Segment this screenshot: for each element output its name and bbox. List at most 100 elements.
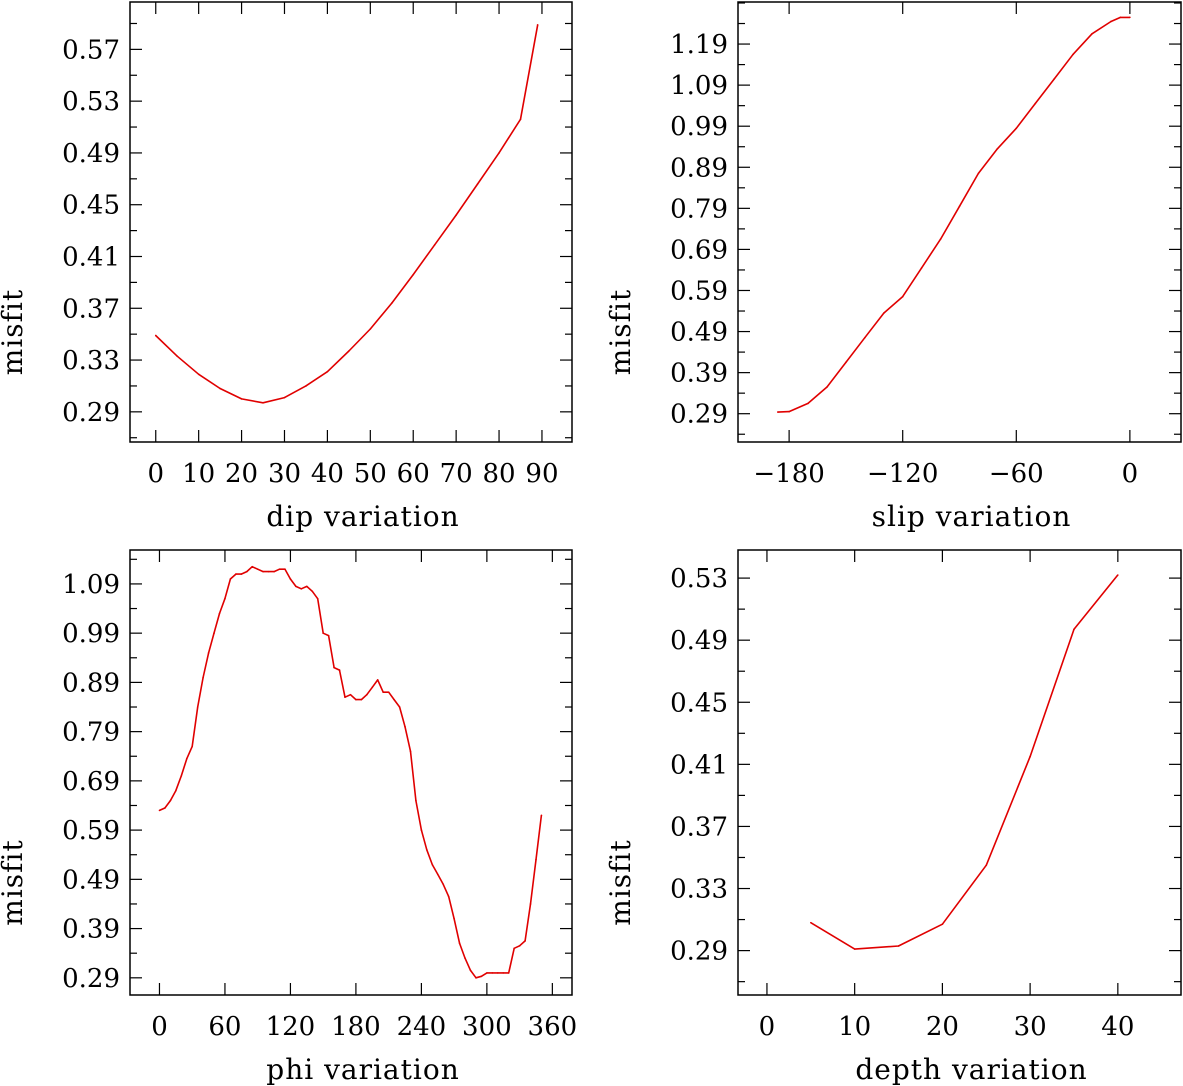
phi-data-point (393, 698, 395, 701)
phi-data-point (267, 570, 270, 573)
dip-x-tick-label: 60 (397, 459, 430, 489)
slip-x-axis-title: slip variation (872, 500, 1072, 533)
phi-data-point (289, 578, 292, 580)
slip-data-point (1034, 102, 1037, 105)
slip-data-point (864, 336, 866, 339)
phi-data-point (436, 873, 439, 876)
slip-plot-frame (737, 1, 1182, 443)
phi-data-point (295, 585, 297, 588)
slip-y-tick-label: 1.09 (670, 71, 728, 101)
phi-data-point (387, 691, 390, 694)
dip-data-point (240, 398, 243, 400)
phi-data-point (180, 775, 183, 777)
phi-data-point (475, 977, 477, 979)
phi-y-tick-label: 0.79 (62, 718, 120, 748)
depth-data-point (1073, 628, 1075, 631)
phi-data-point (344, 696, 346, 698)
phi-data-point (529, 903, 532, 905)
phi-data-point (196, 706, 199, 708)
depth-data-point (810, 921, 812, 924)
depth-y-axis-title: misfit (604, 839, 637, 925)
phi-data-point (518, 945, 521, 947)
phi-data-point (300, 588, 303, 590)
slip-data-point (776, 411, 779, 413)
phi-y-tick-label: 0.49 (62, 865, 120, 895)
phi-data-point (442, 883, 445, 886)
dip-data-point (369, 328, 372, 330)
depth-y-tick-label: 0.45 (670, 688, 728, 718)
slip-x-tick-label: 0 (1122, 459, 1139, 489)
phi-data-point (245, 570, 248, 573)
phi-data-point (240, 573, 243, 575)
dip-y-tick-label: 0.49 (62, 139, 120, 169)
slip-data-point (788, 410, 790, 413)
phi-data-point (322, 632, 324, 634)
phi-data-point (382, 691, 384, 694)
dip-y-axis-title: misfit (0, 289, 29, 375)
phi-data-point (360, 698, 363, 701)
depth-y-tick-label: 0.33 (670, 875, 728, 905)
phi-data-point (262, 570, 264, 573)
phi-x-tick-label: 60 (208, 1012, 241, 1042)
dip-x-tick-label: 40 (311, 459, 344, 489)
dip-y-tick-label: 0.29 (62, 398, 120, 428)
slip-data-point (901, 295, 904, 298)
phi-data-point (327, 634, 330, 637)
slip-x-tick-label: −180 (753, 459, 824, 489)
phi-data-point (464, 957, 466, 959)
phi-x-tick-label: 120 (266, 1012, 316, 1042)
phi-plot-frame (129, 549, 573, 996)
depth-y-tick-label: 0.49 (670, 626, 728, 656)
slip-data-point (977, 172, 980, 175)
slip-y-tick-label: 0.39 (670, 359, 728, 389)
phi-y-tick-label: 0.69 (62, 767, 120, 797)
phi-y-tick-label: 0.89 (62, 668, 120, 698)
dip-data-point (154, 334, 157, 337)
depth-data-point (1117, 574, 1119, 576)
dip-y-tick-label: 0.41 (62, 242, 120, 272)
phi-data-point (169, 799, 172, 802)
dip-x-tick-label: 50 (354, 459, 387, 489)
phi-x-tick-label: 300 (462, 1012, 512, 1042)
dip-plot-frame (129, 1, 573, 443)
dip-data-point (197, 373, 200, 376)
panel-slip: −180 −120 −60 0 0.29 0.39 0.49 0.59 0.69 0.79 0.89… (604, 1, 1182, 533)
phi-data-point (469, 969, 472, 972)
phi-data-point (202, 676, 204, 679)
phi-data-point (191, 745, 194, 748)
dip-data-point (390, 302, 393, 304)
slip-y-tick-label: 0.69 (670, 235, 728, 265)
phi-data-point (311, 590, 314, 593)
depth-y-tick-label: 0.53 (670, 564, 728, 594)
phi-misfit-line (159, 565, 543, 979)
slip-y-tick-label: 0.79 (670, 194, 728, 224)
slip-data-point (882, 312, 885, 314)
dip-y-tick-label: 0.53 (62, 87, 120, 117)
phi-data-point (535, 858, 537, 861)
phi-data-point (229, 578, 232, 580)
phi-data-point (366, 693, 368, 696)
slip-data-point (1072, 53, 1074, 56)
phi-data-point (207, 652, 210, 654)
slip-misfit-line (777, 16, 1130, 413)
phi-y-tick-label: 0.39 (62, 915, 120, 945)
depth-x-tick-label: 30 (1014, 1012, 1047, 1042)
slip-data-point (845, 361, 847, 364)
dip-data-point (262, 401, 264, 404)
dip-data-point (219, 387, 221, 390)
depth-data-point (941, 923, 944, 926)
phi-data-point (218, 612, 221, 615)
phi-data-point (284, 568, 286, 570)
phi-data-point (431, 863, 434, 866)
phi-data-point (409, 750, 412, 753)
dip-y-tick-label: 0.57 (62, 35, 120, 65)
phi-data-point (480, 975, 483, 978)
phi-data-point (273, 570, 275, 573)
depth-x-axis-title: depth variation (855, 1053, 1087, 1086)
depth-data-point (985, 864, 988, 867)
depth-misfit-line (810, 574, 1119, 950)
dip-data-point (283, 396, 286, 399)
slip-y-tick-label: 1.19 (670, 30, 728, 60)
dip-x-tick-label: 70 (440, 459, 473, 489)
dip-data-point (455, 214, 457, 216)
